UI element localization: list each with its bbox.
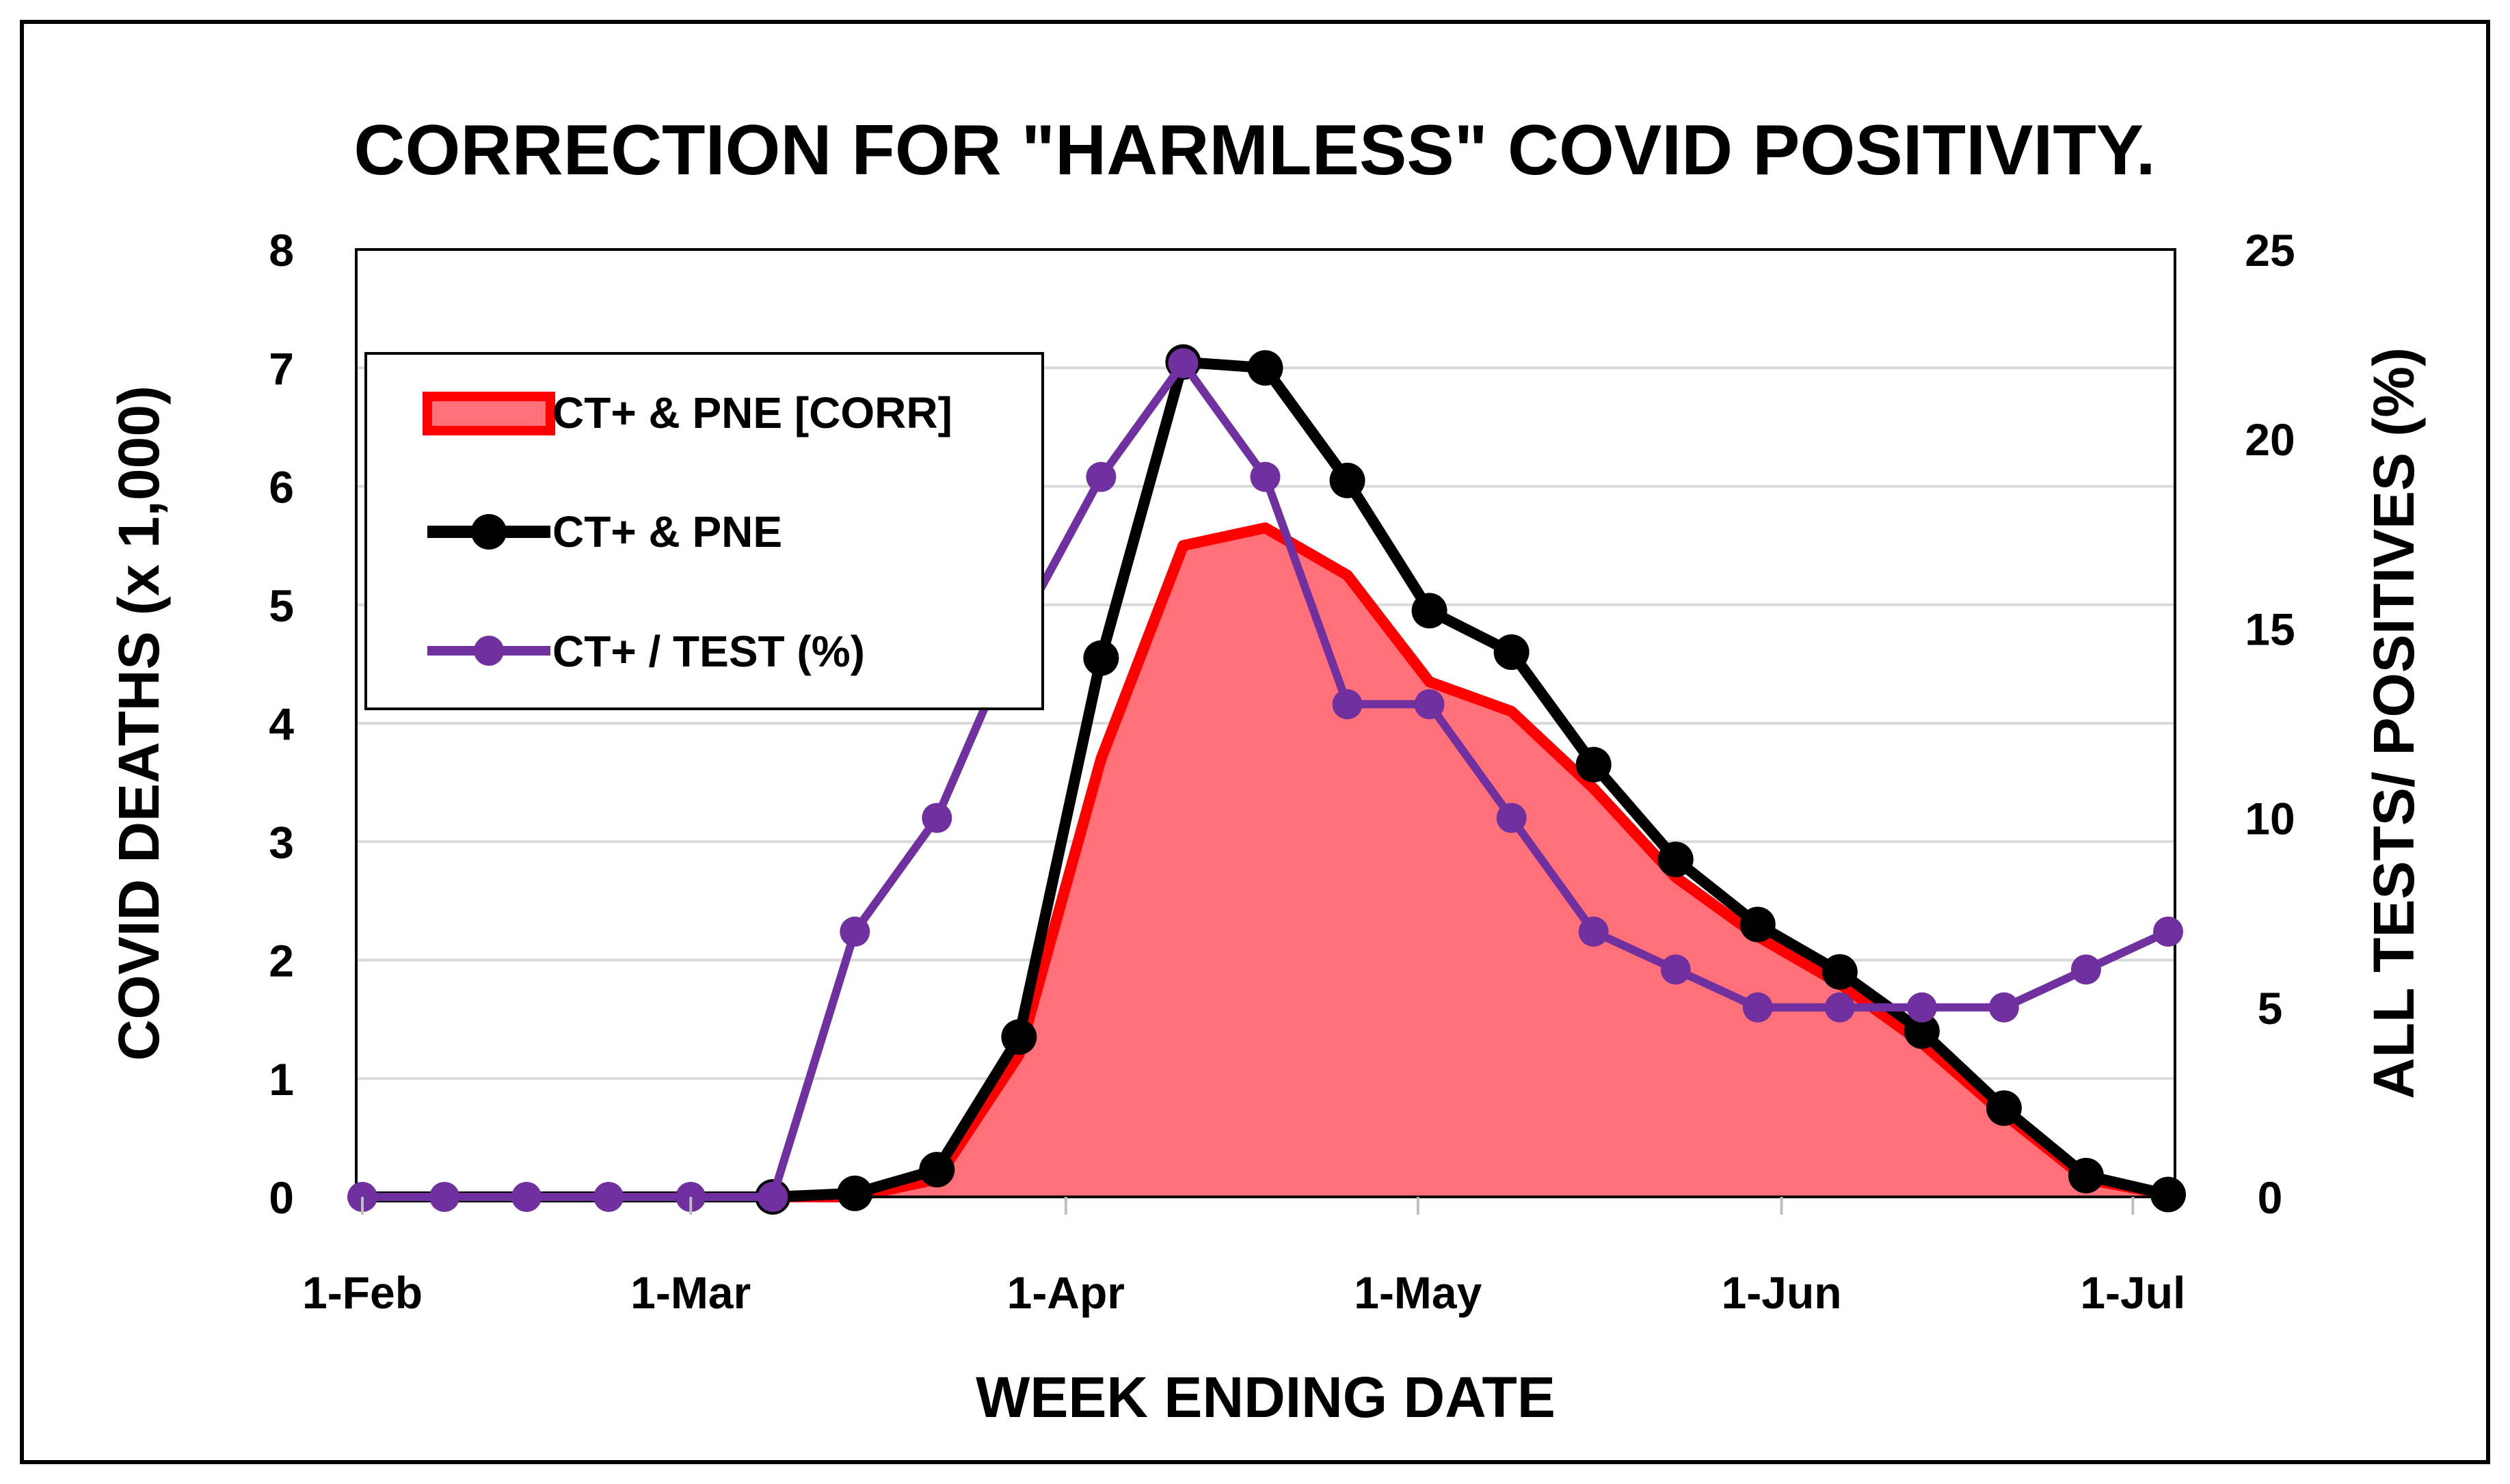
data-point-ct-pne — [1247, 350, 1283, 386]
data-point-ct-pne — [2068, 1157, 2104, 1193]
data-point-ct-test-pct — [2070, 954, 2101, 985]
data-point-ct-pne — [2150, 1176, 2186, 1213]
y-tick-label: 8 — [269, 225, 294, 275]
y2-tick-label: 20 — [2245, 414, 2295, 465]
y2-tick-label: 15 — [2245, 604, 2295, 654]
legend-label-ctpne: CT+ & PNE — [552, 507, 782, 556]
data-point-ct-pne — [1001, 1019, 1037, 1055]
axis-layer: 0 1 2 3 4 5 6 7 8 0 5 10 15 20 25 1-Feb 1-Mar 1-Apr 1-May 1… — [269, 225, 2295, 1318]
data-point-ct-test-pct — [1906, 992, 1937, 1023]
legend: CT+ & PNE [CORR] CT+ & PNE CT+ / TEST (%… — [364, 352, 1044, 710]
data-point-ct-test-pct — [1332, 689, 1363, 720]
legend-marker-pct — [474, 636, 504, 666]
data-point-ct-test-pct — [1250, 461, 1281, 492]
data-point-ct-test-pct — [1086, 461, 1117, 492]
data-point-ct-pne — [1904, 1013, 1940, 1049]
data-point-ct-test-pct — [511, 1182, 542, 1212]
y2-tick-label: 5 — [2258, 983, 2283, 1034]
y2-tick-label: 25 — [2245, 225, 2295, 275]
plot-area-border — [355, 248, 2176, 1198]
data-point-ct-pne — [1493, 634, 1530, 671]
y-tick-label: 6 — [269, 462, 294, 513]
y2-axis-title: ALL TESTS/ POSITIVES (%) — [2362, 347, 2426, 1099]
y-axis-title: COVID DEATHS (x 1,000) — [107, 386, 171, 1061]
data-point-ct-test-pct — [1168, 348, 1199, 379]
data-point-ct-pne — [919, 1152, 955, 1188]
data-point-ct-test-pct — [593, 1182, 624, 1212]
data-point-ct-pne — [1986, 1090, 2022, 1127]
legend-marker-ctpne — [471, 514, 507, 550]
data-point-ct-pne — [1821, 954, 1858, 990]
y2-tick-label: 10 — [2245, 794, 2295, 844]
x-tick-label: 1-Mar — [630, 1267, 751, 1318]
y2-tick-label: 0 — [2258, 1172, 2283, 1223]
y-tick-label: 3 — [269, 817, 294, 867]
data-point-ct-pne — [1575, 746, 1612, 783]
data-point-ct-pne — [1657, 841, 1694, 878]
legend-swatch-corr — [423, 392, 555, 435]
y-tick-label: 0 — [269, 1172, 294, 1223]
data-point-ct-test-pct — [758, 1182, 788, 1212]
y-tick-label: 4 — [269, 699, 294, 749]
chart-title: CORRECTION FOR "HARMLESS" COVID POSITIVI… — [353, 111, 2155, 190]
data-point-ct-test-pct — [2153, 916, 2183, 947]
x-tick-label: 1-Jul — [2080, 1267, 2185, 1318]
data-point-ct-pne — [837, 1175, 873, 1211]
x-tick-label: 1-Apr — [1007, 1267, 1125, 1318]
data-point-ct-test-pct — [1988, 992, 2019, 1023]
x-tick-label: 1-May — [1354, 1267, 1482, 1318]
data-point-ct-test-pct — [429, 1182, 460, 1212]
x-tick-label: 1-Jun — [1722, 1267, 1842, 1318]
x-tick-label: 1-Feb — [302, 1267, 423, 1318]
y-tick-label: 1 — [269, 1054, 294, 1105]
y-tick-label: 7 — [269, 343, 294, 394]
data-point-ct-test-pct — [1824, 992, 1855, 1023]
legend-label-corr: CT+ & PNE [CORR] — [552, 388, 952, 437]
data-point-ct-test-pct — [1578, 916, 1609, 947]
data-point-ct-pne — [1329, 462, 1365, 498]
data-point-ct-test-pct — [1414, 689, 1445, 720]
data-point-ct-test-pct — [840, 916, 870, 947]
legend-label-pct: CT+ / TEST (%) — [552, 627, 865, 676]
area-fill-ct-pne-corr — [362, 528, 2168, 1197]
data-point-ct-test-pct — [1742, 992, 1773, 1023]
data-point-ct-test-pct — [1660, 954, 1691, 985]
data-point-ct-pne — [1083, 640, 1119, 676]
data-point-ct-pne — [1411, 593, 1447, 629]
data-point-ct-test-pct — [922, 802, 952, 833]
data-point-ct-pne — [1739, 906, 1776, 943]
data-point-ct-test-pct — [1496, 802, 1527, 833]
y-tick-label: 2 — [269, 936, 294, 986]
y-tick-label: 5 — [269, 580, 294, 631]
x-axis-title: WEEK ENDING DATE — [976, 1365, 1556, 1429]
